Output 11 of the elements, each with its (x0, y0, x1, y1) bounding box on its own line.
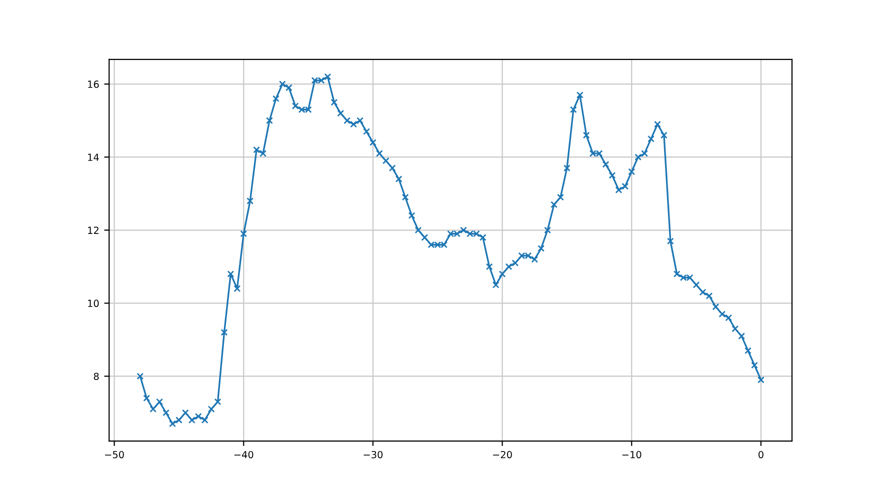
x-tick-label: −30 (364, 450, 383, 458)
y-tick-label: 16 (88, 80, 99, 88)
x-tick-label: −10 (622, 450, 642, 458)
y-tick-label: 10 (88, 300, 99, 308)
x-tick-label: −50 (105, 450, 124, 458)
y-tick-label: 12 (88, 226, 98, 234)
x-tick-label: 0 (758, 450, 764, 458)
y-tick-label: 14 (88, 154, 99, 161)
x-tick-label: −40 (234, 450, 254, 458)
y-tick-label: 8 (94, 372, 99, 380)
x-tick-label: −20 (493, 450, 512, 458)
